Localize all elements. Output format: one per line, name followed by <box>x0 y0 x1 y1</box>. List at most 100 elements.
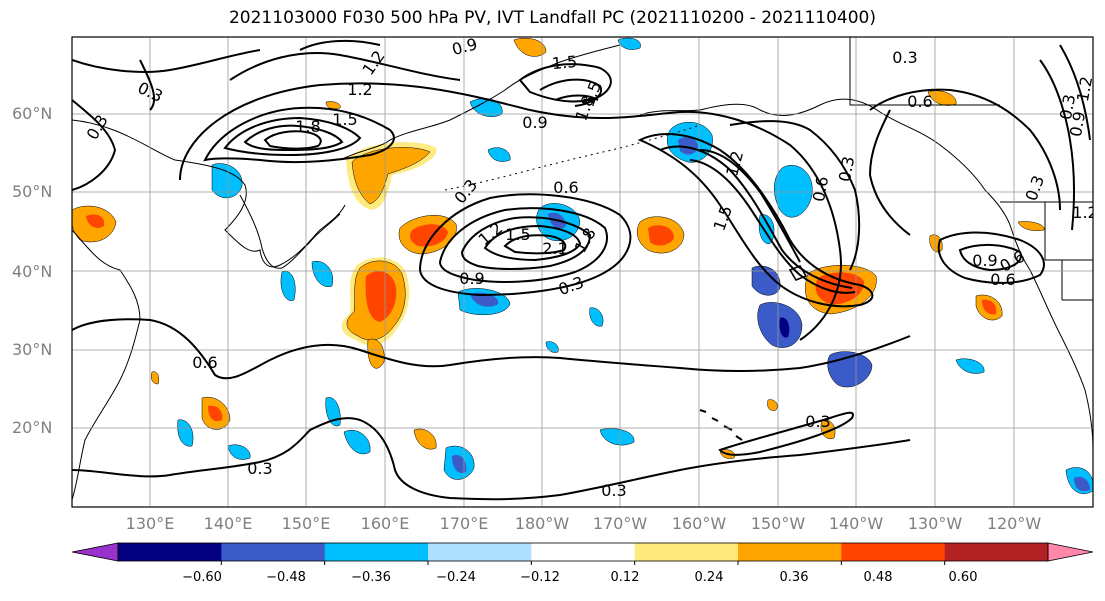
pv-contour <box>72 417 911 501</box>
colorbar-segment <box>118 543 222 561</box>
contour-label: 0.6 <box>553 178 578 197</box>
positive-anomaly <box>351 147 431 205</box>
colorbar-tick-label: −0.36 <box>351 570 391 585</box>
colorbar-segment <box>841 543 946 561</box>
colorbar-segment <box>324 543 429 561</box>
colorbar-segment <box>221 543 326 561</box>
pv-contour <box>554 94 599 101</box>
map-frame <box>71 36 1094 508</box>
pv-contour <box>869 88 1061 211</box>
pv-contour <box>72 99 117 191</box>
contour-label: 0.6 <box>990 270 1015 289</box>
positive-anomaly <box>767 399 778 411</box>
lat-label: 30°N <box>12 340 53 359</box>
pv-contour <box>229 52 461 81</box>
lon-label: 130°W <box>907 514 963 533</box>
asia-coastline <box>72 119 346 268</box>
pv-contour <box>72 49 261 73</box>
contour-label: 0.9 <box>459 269 484 288</box>
map-background <box>72 37 1093 507</box>
colorbar <box>71 542 1094 565</box>
contour-label: 2.1 <box>542 239 567 258</box>
pv-contour <box>503 234 567 255</box>
contour-label: 0.3 <box>247 459 272 478</box>
negative-anomaly <box>227 444 251 460</box>
colorbar-extend-high <box>1047 542 1094 562</box>
contour-label: 0.3 <box>601 481 626 500</box>
graticule <box>72 37 1093 507</box>
colorbar-extend-low <box>71 542 119 562</box>
pv-contour <box>689 159 856 294</box>
lat-label: 60°N <box>12 104 53 123</box>
alaska-coastline <box>639 98 986 191</box>
lon-label: 150°W <box>750 514 806 533</box>
lon-label: 170°W <box>592 514 648 533</box>
contour-label: 0.9 <box>1066 110 1089 138</box>
pv-contour <box>179 82 842 341</box>
colorbar-segment <box>531 543 636 561</box>
contour-label: 0.6 <box>907 92 932 111</box>
contour-label: 0.3 <box>805 412 830 431</box>
negative-anomaly <box>177 419 194 447</box>
positive-anomaly <box>413 428 437 450</box>
pv-contour <box>438 207 608 283</box>
colorbar-tick-label: −0.12 <box>520 570 560 585</box>
positive-anomaly <box>648 225 674 246</box>
lon-label: 170°E <box>439 514 489 533</box>
contour-label: 0.3 <box>1056 93 1079 121</box>
pv-contour <box>460 216 592 270</box>
lon-label: 160°W <box>671 514 727 533</box>
lat-label: 20°N <box>12 418 53 437</box>
negative-anomaly <box>617 37 641 50</box>
positive-anomaly <box>513 37 547 57</box>
hawaii-islands <box>699 409 743 441</box>
pv-contour <box>1039 59 1076 231</box>
colorbar-segment <box>428 543 532 561</box>
negative-anomaly <box>311 260 334 288</box>
pv-contour <box>868 109 911 236</box>
contour-label: 1.5 <box>332 110 357 129</box>
negative-anomaly <box>779 317 790 338</box>
negative-anomaly <box>280 271 296 301</box>
contour-label: 1.2 <box>1073 75 1096 103</box>
positive-anomaly <box>151 371 159 385</box>
negative-anomaly <box>589 307 604 327</box>
positive-anomaly <box>86 214 105 228</box>
pv-contour <box>729 120 861 271</box>
positive-anomaly <box>325 101 341 109</box>
positive-anomaly <box>208 405 223 422</box>
positive-anomaly <box>365 271 397 322</box>
aleutian-islands <box>444 124 701 191</box>
colorbar-tick-label: 0.36 <box>779 570 809 585</box>
contour-label: 0.9 <box>450 34 480 59</box>
contour-label: 0.3 <box>835 155 858 183</box>
colorbar-tick-label: 0.24 <box>694 570 724 585</box>
lon-label: 130°E <box>125 514 175 533</box>
negative-anomaly <box>211 163 243 198</box>
state-borders <box>1000 201 1093 301</box>
lon-label: 140°E <box>203 514 253 533</box>
pv-contour <box>788 265 808 281</box>
colorbar-segment <box>738 543 842 561</box>
pv-contour <box>718 411 854 456</box>
positive-anomaly <box>367 338 385 369</box>
lon-label: 180°W <box>514 514 570 533</box>
contour-label: 1.8 <box>295 117 320 136</box>
negative-anomaly <box>751 265 781 296</box>
pv-contour <box>418 193 632 297</box>
negative-anomaly <box>774 165 813 218</box>
negative-anomaly <box>955 358 985 374</box>
contour-label: 0.6 <box>192 353 217 372</box>
negative-anomaly <box>1074 476 1090 492</box>
north-america-coastline <box>984 189 1093 451</box>
lat-label: 50°N <box>12 182 53 201</box>
pv-contour <box>223 116 362 157</box>
negative-anomaly <box>487 147 511 162</box>
pv-contour <box>699 149 801 263</box>
pv-contour <box>539 78 603 107</box>
pv-contour <box>263 130 322 150</box>
negative-anomaly <box>599 428 635 446</box>
pv-contour <box>299 39 381 51</box>
pv-contour <box>1059 44 1091 141</box>
